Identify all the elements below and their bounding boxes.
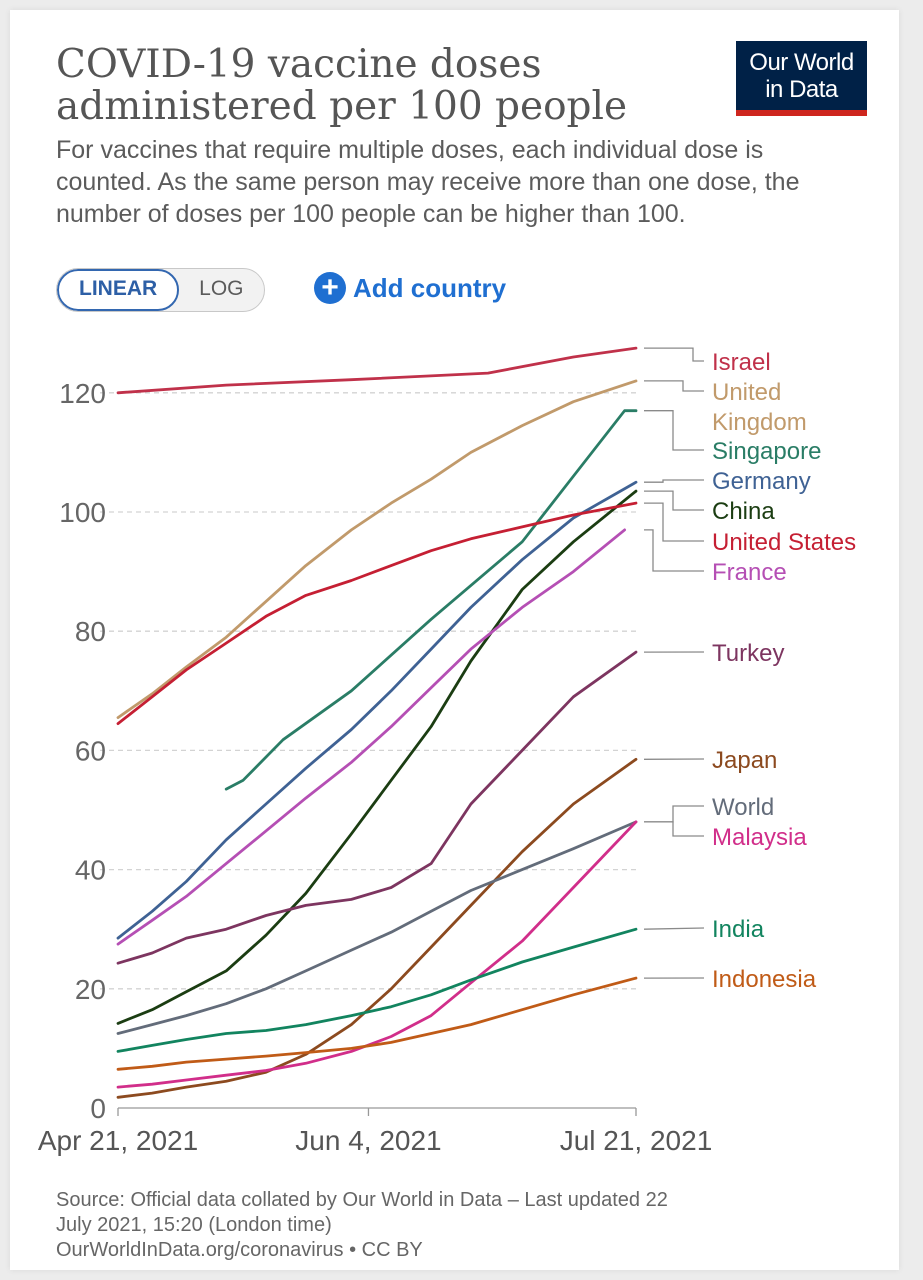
series-label: United States (712, 529, 856, 556)
series-line-france (116, 528, 626, 946)
chart-card: COVID-19 vaccine doses administered per … (10, 10, 899, 1270)
series-line-india (116, 927, 638, 1053)
source-line-2: July 2021, 15:20 (London time) (56, 1214, 332, 1236)
series-line-united-states (116, 501, 638, 725)
label-connector (644, 502, 704, 542)
label-connector (644, 805, 704, 823)
chart-title: COVID-19 vaccine doses administered per … (56, 42, 628, 129)
series-label: Turkey (712, 640, 784, 667)
series-label: Kingdom (712, 409, 807, 436)
series-line-united-kingdom (116, 379, 638, 719)
linear-scale-button[interactable]: LINEAR (57, 269, 180, 311)
label-connector (644, 529, 704, 572)
owid-logo[interactable]: Our World in Data (736, 41, 867, 116)
y-tick-label: 40 (75, 855, 106, 886)
series-label: India (712, 916, 765, 943)
series-line-malaysia (116, 820, 638, 1089)
series-label: Germany (712, 468, 811, 495)
label-connector (643, 927, 705, 930)
series-label: France (712, 559, 787, 586)
scale-toggle: LINEAR LOG (56, 268, 265, 312)
y-tick-label: 100 (59, 497, 106, 528)
plus-circle-icon: + (314, 272, 346, 304)
y-tick-label: 80 (75, 616, 106, 647)
y-tick-label: 120 (59, 378, 106, 409)
add-country-label: Add country (353, 272, 507, 303)
series-label: World (712, 794, 774, 821)
add-country-button[interactable]: + Add country (314, 272, 506, 304)
series-label: Japan (712, 747, 777, 774)
series-line-germany (116, 480, 638, 940)
y-tick-label: 60 (75, 735, 106, 766)
source-line-1: Source: Official data collated by Our Wo… (56, 1189, 668, 1211)
series-line-china (116, 489, 638, 1025)
label-connector (644, 410, 704, 451)
series-label: China (712, 498, 775, 525)
logo-line-1: Our World (749, 49, 854, 76)
series-line-indonesia (116, 976, 638, 1071)
series-label: Indonesia (712, 966, 817, 993)
series-line-singapore (224, 409, 638, 791)
label-connector (644, 490, 704, 511)
series-label: Malaysia (712, 824, 807, 851)
label-connector (644, 479, 704, 483)
chart-source: Source: Official data collated by Our Wo… (56, 1188, 816, 1263)
series-line-israel (116, 346, 638, 395)
y-tick-label: 0 (90, 1093, 106, 1124)
label-connector (644, 380, 704, 392)
y-tick-label: 20 (75, 974, 106, 1005)
series-line-turkey (116, 650, 638, 965)
label-connector (644, 821, 704, 837)
label-connector (644, 347, 704, 362)
series-line-world (116, 820, 638, 1035)
source-line-3[interactable]: OurWorldInData.org/coronavirus • CC BY (56, 1239, 423, 1261)
series-label: Singapore (712, 438, 821, 465)
series-label: Israel (712, 349, 771, 376)
x-tick-label: Apr 21, 2021 (38, 1125, 198, 1156)
series-label: United (712, 379, 781, 406)
x-tick-label: Jun 4, 2021 (295, 1125, 441, 1156)
log-scale-button[interactable]: LOG (199, 277, 244, 300)
chart-subtitle: For vaccines that require multiple doses… (56, 136, 800, 228)
x-tick-label: Jul 21, 2021 (560, 1125, 713, 1156)
logo-line-2: in Data (765, 76, 838, 103)
series-line-japan (116, 757, 638, 1099)
